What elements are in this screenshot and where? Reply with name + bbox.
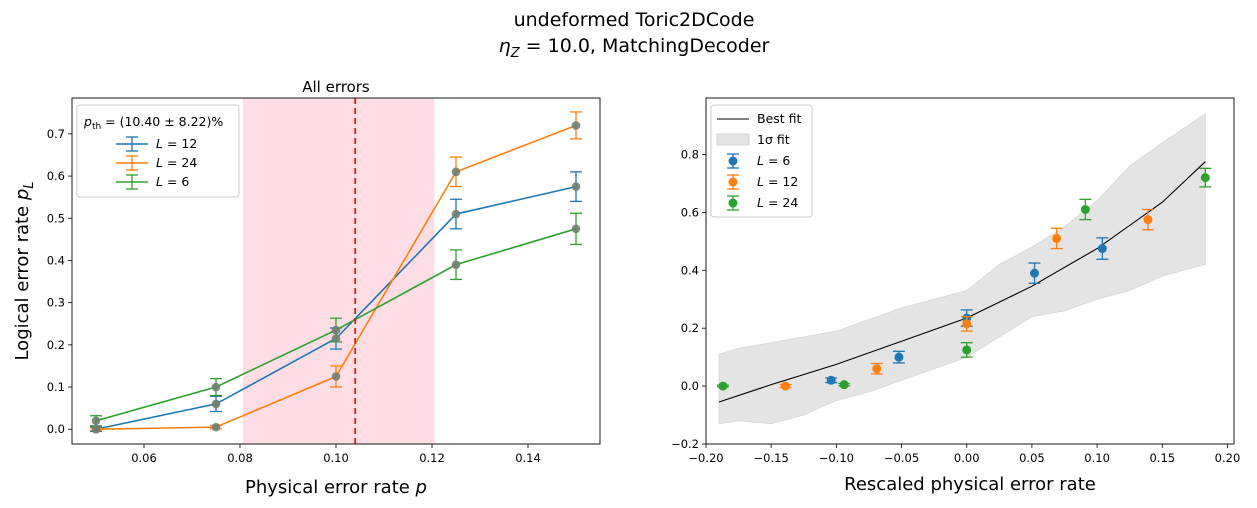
y-tick-label: 0.6 [47, 169, 65, 183]
data-point [211, 382, 221, 392]
legend-entry: L = 24 [727, 195, 798, 211]
legend-entry: L = 12 [727, 174, 798, 190]
y-tick-label: 0.0 [47, 422, 65, 436]
data-point [91, 424, 101, 434]
legend-marker [728, 177, 738, 187]
axes-frame [71, 97, 601, 445]
plot-area [716, 113, 1212, 425]
plot-area [90, 98, 582, 444]
data-point [872, 364, 882, 374]
data-point [962, 319, 972, 329]
legend-entry: L = 12 [116, 136, 197, 152]
data-point [451, 167, 461, 177]
data-point [91, 416, 101, 426]
x-tick-label: 0.06 [131, 451, 157, 465]
data-point [1200, 173, 1210, 183]
legend: pth = (10.40 ± 8.22)% L = 12 L = 24 L = 6 [76, 104, 240, 198]
fit-band [718, 113, 1206, 425]
x-tick-label: 0.14 [515, 451, 541, 465]
data-point [1030, 268, 1040, 278]
legend-entry: L = 6 [727, 153, 790, 169]
data-point [571, 121, 581, 130]
series-L24 [716, 167, 1212, 391]
legend-label: L = 24 [156, 155, 197, 170]
y-tick-label: 0.5 [47, 211, 65, 225]
legend-marker [728, 198, 738, 208]
x-axis-label: Physical error rate p [245, 477, 427, 498]
data-point [331, 325, 341, 335]
right-chart: −0.20 −0.15 −0.10 −0.05 0.00 0.05 0.10 0.15 0.20… [671, 97, 1241, 495]
y-tick-label: 0.6 [681, 205, 699, 219]
data-point [781, 381, 791, 391]
x-tick-label: 0.12 [419, 451, 445, 465]
y-tick-label: 0.4 [681, 263, 699, 277]
data-point [1052, 233, 1062, 243]
data-point [1097, 244, 1107, 254]
legend-label: L = 24 [757, 195, 798, 210]
data-point [211, 422, 221, 432]
legend-label: L = 12 [757, 174, 798, 189]
legend-entry: L = 24 [116, 155, 197, 171]
x-tick-label: −0.05 [884, 451, 919, 465]
x-tick-label: 0.00 [954, 451, 980, 465]
left-chart: 0.06 0.08 0.10 0.12 0.14 0.0 0.1 0.2 0.3 0.4 0.5 0.… [12, 78, 601, 498]
y-tick-label: 0.7 [47, 127, 65, 141]
x-tick-label: 0.15 [1149, 451, 1175, 465]
legend-title: pth = (10.40 ± 8.22)% [83, 114, 223, 132]
legend-entry: Best fit [717, 111, 802, 126]
data-point [826, 375, 836, 385]
y-tick-label: 0.2 [47, 338, 65, 352]
y-axis-label: Logical error rate pL [12, 181, 37, 360]
legend-label: L = 6 [156, 174, 189, 189]
data-point [211, 399, 221, 409]
x-tick-label: −0.20 [688, 451, 723, 465]
x-axis-label: Rescaled physical error rate [844, 474, 1096, 495]
data-point [451, 260, 461, 269]
data-point [1143, 215, 1153, 225]
axes-frame [705, 97, 1235, 445]
y-tick-label: 0.0 [681, 379, 699, 393]
legend-box [76, 104, 240, 198]
data-point [962, 345, 972, 355]
suptitle-line1: undeformed Toric2DCode [514, 9, 755, 31]
x-tick-label: −0.10 [819, 451, 854, 465]
data-point [571, 182, 581, 191]
legend-label: 1σ fit [757, 132, 790, 147]
legend-marker [728, 156, 738, 166]
data-point [1080, 204, 1090, 214]
x-tick-label: 0.08 [227, 451, 253, 465]
data-point [571, 224, 581, 234]
y-tick-label: 0.2 [681, 321, 699, 335]
y-tick-label: −0.2 [671, 437, 699, 451]
threshold-band [242, 98, 435, 444]
y-tick-label: 0.4 [47, 253, 65, 267]
data-point [451, 209, 461, 219]
y-tick-label: 0.1 [47, 380, 65, 394]
legend-label: L = 12 [156, 136, 197, 151]
data-point [331, 372, 341, 381]
data-point [331, 334, 341, 343]
legend: Best fit 1σ fit L = 6 L = 12 L = 24 [710, 104, 813, 218]
suptitle-line2: ηZ = 10.0, MatchingDecoder [499, 35, 770, 61]
legend-entry: 1σ fit [716, 132, 790, 147]
legend-entry: L = 6 [116, 174, 189, 190]
legend-label: Best fit [757, 111, 802, 126]
x-tick-label: 0.10 [1084, 451, 1110, 465]
data-point [839, 380, 849, 390]
data-point [894, 352, 904, 362]
x-tick-label: −0.15 [754, 451, 789, 465]
x-tick-label: 0.20 [1215, 451, 1241, 465]
legend-patch [716, 133, 750, 146]
x-tick-label: 0.05 [1019, 451, 1045, 465]
series-L12 [779, 208, 1154, 391]
legend-label: L = 6 [757, 153, 790, 168]
x-tick-label: 0.10 [323, 451, 349, 465]
data-point [718, 381, 728, 391]
y-tick-label: 0.3 [47, 296, 65, 310]
chart-title: All errors [302, 78, 370, 96]
y-tick-label: 0.8 [681, 147, 699, 161]
